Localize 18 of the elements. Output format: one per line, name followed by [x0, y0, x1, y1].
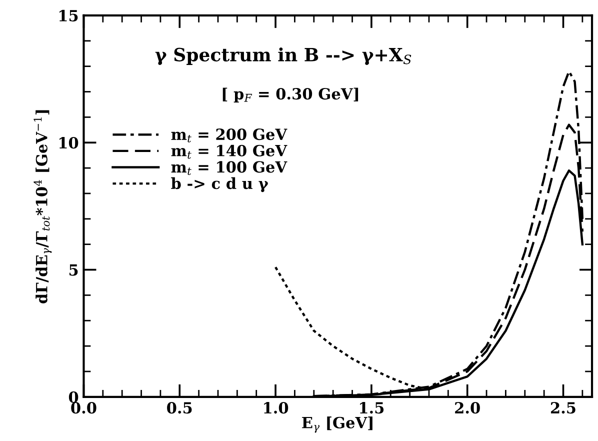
text: dΓ/dE$_{γ}$/Γ$_{tot}$*10$^{4}$ [GeV$^{−1}$] [34, 110, 52, 304]
text: γ Spectrum in B --> γ+X$_{S}$ [155, 47, 412, 65]
y-tick-label: 10 [59, 137, 78, 149]
x-tick-label: 2.5 [550, 402, 576, 414]
x-tick-label: 0.5 [167, 402, 192, 414]
text: [ p$_{F}$ = 0.30 GeV] [222, 88, 358, 103]
x-axis-title: E$_{γ}$ [GeV] [302, 416, 372, 433]
x-tick-label: 1.5 [360, 402, 384, 414]
y-tick-label: 15 [59, 10, 78, 22]
y-tick-label: 0 [68, 391, 78, 403]
x-tick-label: 2.0 [455, 402, 480, 414]
legend-label: b -> c d u γ [171, 177, 268, 192]
legend-label: m$_{t}$ = 200 GeV [171, 128, 288, 142]
legend-label: m$_{t}$ = 100 GeV [171, 161, 288, 176]
y-tick-label: 5 [69, 264, 78, 276]
x-tick-label: 0.0 [71, 402, 96, 414]
x-tick-label: 1.0 [264, 402, 288, 414]
legend-label: m$_{t}$ = 140 GeV [171, 144, 288, 159]
